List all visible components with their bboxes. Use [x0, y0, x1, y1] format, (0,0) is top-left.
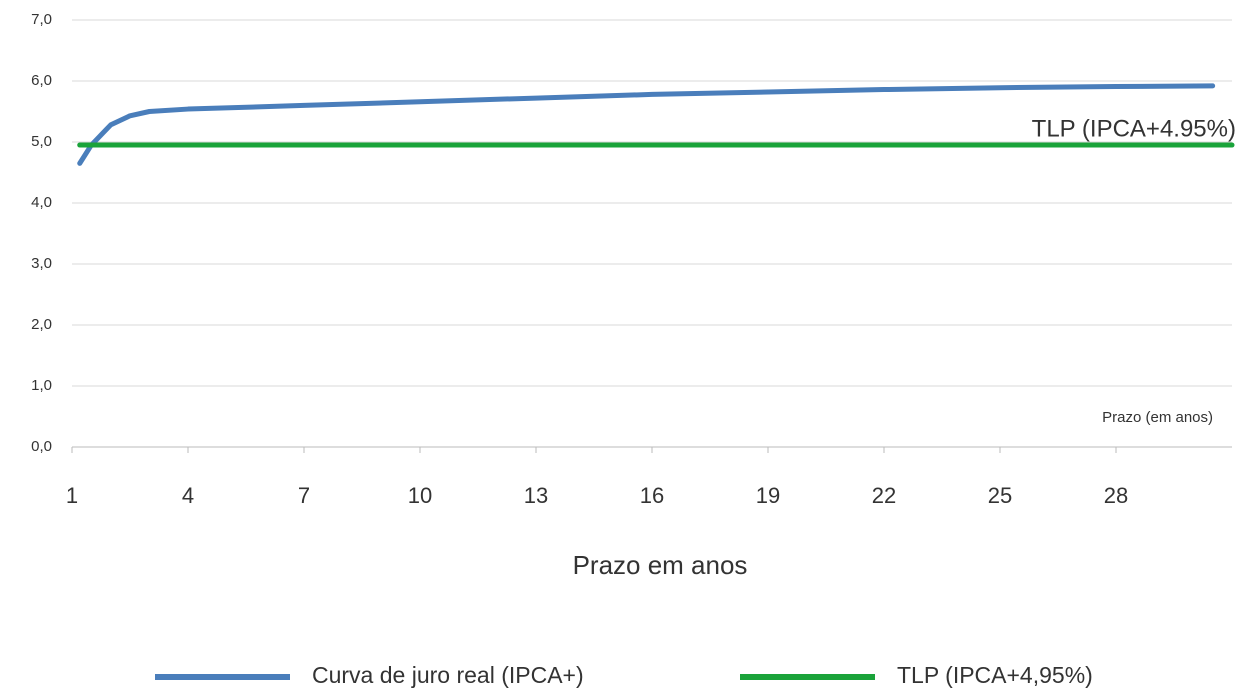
y-tick-label: 5,0	[31, 133, 52, 150]
line-series	[77, 83, 1216, 166]
x-tick-label: 4	[182, 483, 194, 508]
y-tick-label: 0,0	[31, 438, 52, 455]
x-tick-label: 7	[298, 483, 310, 508]
legend-label: TLP (IPCA+4,95%)	[897, 662, 1093, 688]
x-axis-title: Prazo em anos	[573, 550, 748, 580]
y-tick-label: 2,0	[31, 316, 52, 333]
x-tick-label: 13	[524, 483, 548, 508]
x-tick-label: 25	[988, 483, 1012, 508]
y-tick-label: 6,0	[31, 72, 52, 89]
y-tick-label: 4,0	[31, 194, 52, 211]
x-tick-label: 10	[408, 483, 432, 508]
y-tick-label: 3,0	[31, 255, 52, 272]
y-tick-label: 7,0	[31, 11, 52, 28]
x-tick-label: 22	[872, 483, 896, 508]
x-tick-label: 1	[66, 483, 78, 508]
x-tick-label: 16	[640, 483, 664, 508]
annotation: Prazo (em anos)	[1102, 409, 1213, 426]
x-tick-label: 19	[756, 483, 780, 508]
x-tick-label: 28	[1104, 483, 1128, 508]
annotation: TLP (IPCA+4.95%)	[1032, 115, 1236, 142]
y-tick-label: 1,0	[31, 377, 52, 394]
legend-label: Curva de juro real (IPCA+)	[312, 662, 584, 688]
